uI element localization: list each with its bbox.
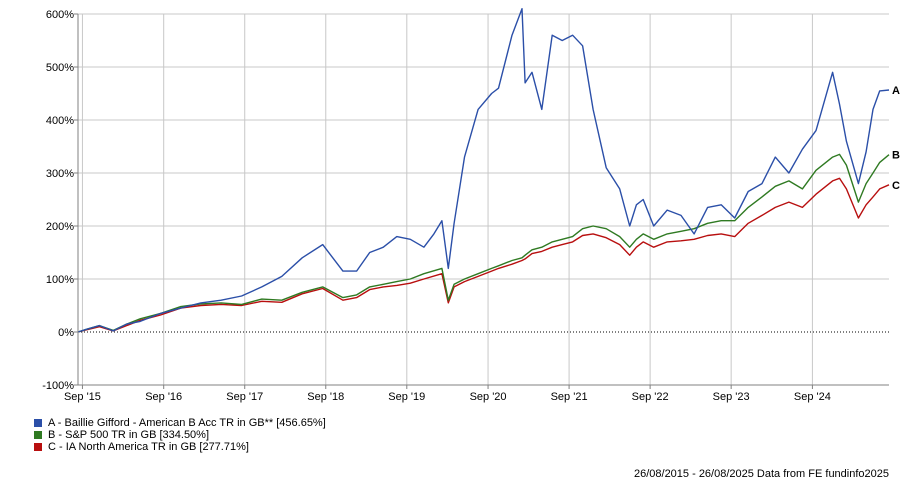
x-tick-label: Sep '19 (388, 391, 425, 403)
series-end-label-c: C (892, 180, 900, 192)
legend-swatch-a (34, 419, 42, 427)
legend-item-b: B - S&P 500 TR in GB [334.50%] (34, 429, 326, 441)
y-tick-label: 200% (46, 221, 74, 233)
y-tick-label: -100% (42, 380, 74, 392)
legend-label-a: A - Baillie Gifford - American B Acc TR … (48, 417, 326, 429)
x-tick-label: Sep '18 (307, 391, 344, 403)
tick-labels: Sep '15 Sep '16 Sep '17 Sep '18 Sep '19 Sep '… (42, 9, 900, 403)
series-line-a (77, 7, 890, 333)
axes (74, 13, 889, 389)
x-tick-label: Sep '15 (64, 391, 101, 403)
legend-label-c: C - IA North America TR in GB [277.71%] (48, 441, 249, 453)
legend-item-a: A - Baillie Gifford - American B Acc TR … (34, 417, 326, 429)
source-footer: 26/08/2015 - 26/08/2025 Data from FE fun… (633, 468, 889, 480)
y-tick-label: 0% (58, 327, 74, 339)
legend-swatch-b (34, 431, 42, 439)
series-end-label-b: B (892, 150, 900, 162)
x-tick-label: Sep '23 (713, 391, 750, 403)
series-line-b (77, 153, 890, 333)
legend: A - Baillie Gifford - American B Acc TR … (34, 417, 326, 453)
grid-lines (78, 13, 889, 386)
series-end-label-a: A (892, 85, 900, 97)
legend-item-c: C - IA North America TR in GB [277.71%] (34, 441, 326, 453)
x-tick-label: Sep '21 (551, 391, 588, 403)
x-tick-label: Sep '20 (470, 391, 507, 403)
y-tick-label: 100% (46, 274, 74, 286)
x-tick-label: Sep '22 (632, 391, 669, 403)
legend-swatch-c (34, 443, 42, 451)
y-tick-label: 300% (46, 168, 74, 180)
legend-label-b: B - S&P 500 TR in GB [334.50%] (48, 429, 210, 441)
series-line-c (77, 177, 890, 333)
x-tick-label: Sep '17 (226, 391, 263, 403)
y-tick-label: 500% (46, 62, 74, 74)
y-tick-label: 600% (46, 9, 74, 21)
line-chart: Sep '15 Sep '16 Sep '17 Sep '18 Sep '19 Sep '… (42, 7, 900, 403)
series-lines (77, 7, 890, 333)
x-tick-label: Sep '24 (794, 391, 831, 403)
y-tick-label: 400% (46, 115, 74, 127)
x-tick-label: Sep '16 (145, 391, 182, 403)
